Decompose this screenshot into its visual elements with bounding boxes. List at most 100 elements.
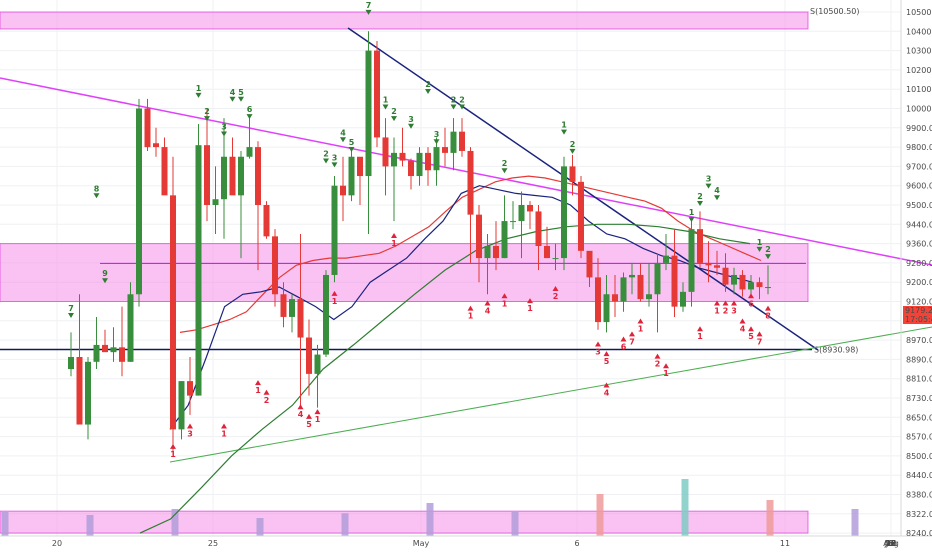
- volume-bar: [597, 494, 604, 536]
- candle-body: [663, 256, 669, 263]
- y-tick-label: 10400.00: [906, 27, 932, 36]
- y-tick-label: 10100.00: [906, 85, 932, 94]
- candle-body: [349, 157, 355, 196]
- candle-body: [238, 157, 244, 196]
- sell-signal-count: 1: [383, 96, 389, 105]
- x-tick-label: Aug: [883, 539, 899, 548]
- candle-body: [510, 221, 516, 222]
- y-tick-label: 9360.00: [906, 240, 932, 249]
- candle-body: [247, 147, 253, 157]
- buy-signal-count: 4: [298, 410, 304, 419]
- buy-signal-count: 4: [740, 325, 746, 334]
- candle-body: [340, 186, 346, 196]
- buy-signal-count: 1: [638, 325, 644, 334]
- volume-bar: [427, 503, 434, 536]
- y-tick-label: 8570.00: [906, 433, 932, 442]
- candle-body: [102, 345, 108, 352]
- candle-body: [468, 151, 474, 215]
- y-tick-label: 10200.00: [906, 66, 932, 75]
- buy-signal-count: 4: [485, 307, 491, 316]
- candle-body: [162, 147, 168, 195]
- volume-bar: [512, 512, 519, 536]
- candle-body: [502, 221, 508, 258]
- candle-body: [451, 132, 457, 153]
- candle-body: [714, 265, 720, 267]
- sell-signal-count: 3: [706, 175, 712, 184]
- buy-signal-count: 2: [655, 360, 661, 369]
- candle-body: [255, 147, 261, 205]
- candle-body: [621, 277, 627, 301]
- candle-body: [527, 205, 533, 211]
- sell-signal-count: 2: [425, 80, 431, 89]
- sell-signal-count: 2: [391, 107, 397, 116]
- candle-body: [536, 211, 542, 246]
- x-tick-label: 6: [574, 539, 579, 548]
- candle-body: [221, 157, 227, 199]
- candle-body: [153, 143, 159, 147]
- sell-signal-count: 3: [221, 123, 227, 132]
- sell-signal-count: 1: [561, 121, 567, 130]
- candle-body: [646, 294, 652, 299]
- buy-signal-count: 1: [391, 239, 397, 248]
- buy-signal-count: 1: [527, 304, 533, 313]
- buy-signal-count: 1: [663, 369, 669, 378]
- sell-signal-count: 6: [247, 105, 253, 114]
- candle-body: [272, 236, 278, 294]
- sell-signal-count: 5: [238, 88, 244, 97]
- candle-body: [493, 246, 499, 258]
- sell-signal-count: 4: [714, 186, 720, 195]
- y-tick-label: 8730.00: [906, 394, 932, 403]
- candle-body: [204, 145, 210, 205]
- candle-body: [357, 157, 363, 176]
- y-tick-label: 9500.00: [906, 201, 932, 210]
- zone-label: S(10500.50): [810, 7, 860, 16]
- buy-signal-count: 1: [221, 430, 227, 439]
- candle-body: [119, 347, 125, 361]
- candle-body: [77, 357, 83, 425]
- buy-signal-count: 5: [748, 332, 754, 341]
- sell-signal-count: 3: [434, 130, 440, 139]
- candle-body: [629, 275, 635, 277]
- candle-body: [230, 157, 236, 196]
- buy-signal-count: 1: [315, 415, 321, 424]
- candle-body: [213, 199, 219, 205]
- candle-body: [561, 166, 567, 258]
- candle-body: [400, 153, 406, 161]
- sell-signal-count: 1: [689, 208, 695, 217]
- candle-body: [740, 275, 746, 289]
- candle-body: [638, 275, 644, 299]
- buy-signal-count: 1: [697, 332, 703, 341]
- buy-signal-count: 3: [731, 307, 737, 316]
- buy-signal-count: 7: [757, 337, 763, 346]
- candle-body: [544, 246, 550, 258]
- volume-bar: [342, 513, 349, 536]
- buy-signal-count: 1: [468, 312, 474, 321]
- candle-body: [306, 338, 312, 374]
- y-tick-label: 10000.00: [906, 105, 932, 114]
- x-tick-label: 25: [208, 539, 218, 548]
- zone-rect: [0, 12, 808, 29]
- candle-body: [281, 294, 287, 317]
- buy-signal-count: 7: [629, 337, 635, 346]
- buy-signal-count: 5: [306, 420, 312, 429]
- y-tick-label: 9700.00: [906, 162, 932, 171]
- candle-body: [111, 347, 117, 352]
- buy-signal-count: 1: [714, 307, 720, 316]
- candle-body: [417, 153, 423, 176]
- volume-bar: [87, 515, 94, 536]
- y-tick-label: 8650.00: [906, 413, 932, 422]
- candle-body: [179, 381, 185, 429]
- y-tick-label: 9900.00: [906, 124, 932, 133]
- y-tick-label: 8380.00: [906, 491, 932, 500]
- volume-bar: [767, 500, 774, 536]
- candle-body: [170, 195, 176, 429]
- candle-body: [731, 275, 737, 285]
- candle-body: [264, 205, 270, 236]
- candle-body: [145, 109, 151, 148]
- buy-signal-count: 4: [604, 389, 610, 398]
- buy-signal-count: 1: [170, 450, 176, 459]
- buy-signal-count: 8: [765, 312, 771, 321]
- sell-signal-count: 2: [502, 159, 508, 168]
